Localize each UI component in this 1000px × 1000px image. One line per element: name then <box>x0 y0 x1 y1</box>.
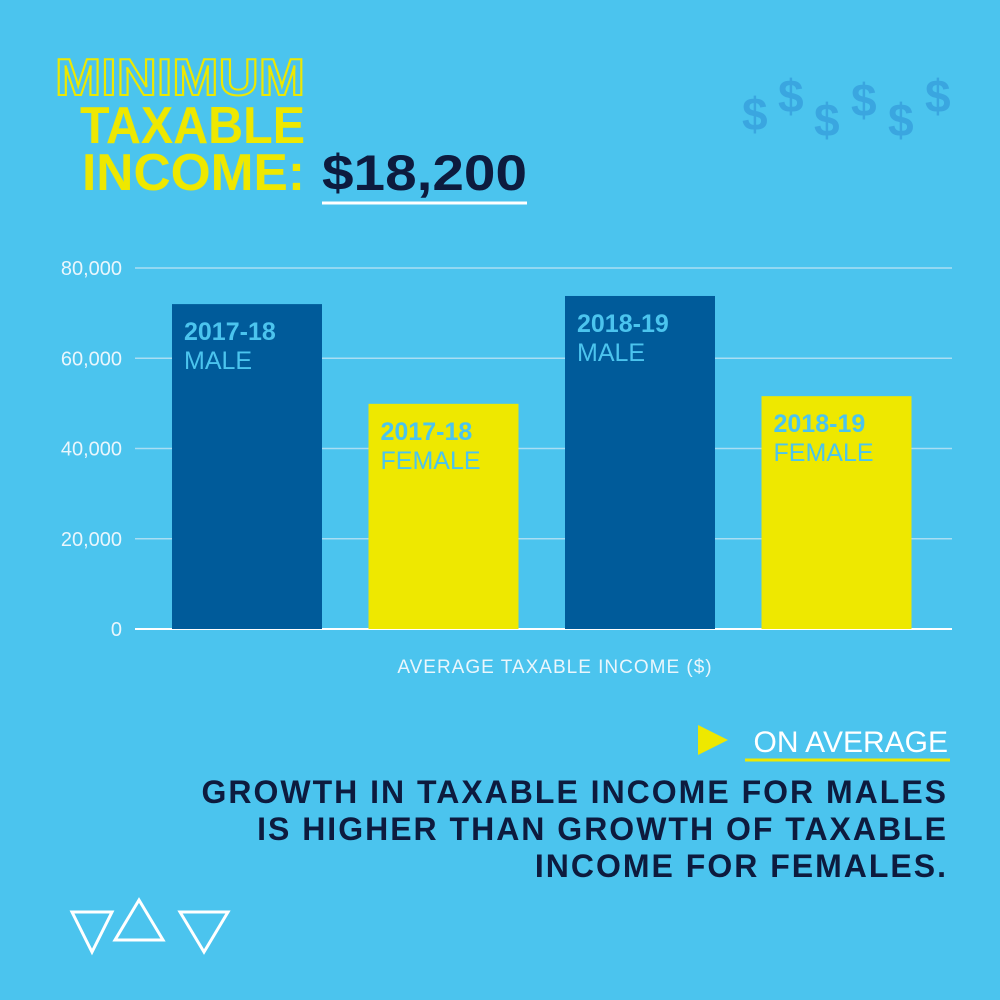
bar-label: 2018-19 <box>774 410 866 438</box>
bar-label: 2017-18 <box>184 318 276 346</box>
y-tick-label: 0 <box>111 619 122 641</box>
bar-label: 2017-18 <box>381 418 473 446</box>
callout-text: GROWTH IN TAXABLE INCOME FOR MALES <box>202 774 948 810</box>
bar <box>172 304 322 629</box>
bar-label: FEMALE <box>774 439 874 467</box>
callout-text: INCOME FOR FEMALES. <box>535 848 948 884</box>
y-tick-label: 40,000 <box>61 439 122 461</box>
y-tick-label: 80,000 <box>61 258 122 280</box>
y-tick-label: 20,000 <box>61 529 122 551</box>
callout-label: ON AVERAGE <box>753 726 948 759</box>
svg-text:$: $ <box>778 70 804 122</box>
chart: 020,00040,00060,00080,0002017-18MALE2017… <box>61 258 952 641</box>
title-line: INCOME: <box>82 144 305 202</box>
bar <box>565 295 715 629</box>
amount: $18,200 <box>322 145 527 201</box>
svg-text:$: $ <box>888 94 914 146</box>
svg-text:$: $ <box>814 94 840 146</box>
bar-label: 2018-19 <box>577 310 669 338</box>
callout-arrow <box>698 725 728 755</box>
bar <box>368 403 519 629</box>
title-line: MINIMUM <box>55 49 305 107</box>
triangle-decoration <box>69 897 231 956</box>
bar-label: FEMALE <box>381 447 481 475</box>
svg-text:$: $ <box>925 70 951 122</box>
svg-text:$: $ <box>851 74 877 126</box>
bar-label: MALE <box>577 339 645 367</box>
bar-label: MALE <box>184 347 252 375</box>
callout-text: IS HIGHER THAN GROWTH OF TAXABLE <box>257 811 948 847</box>
y-tick-label: 60,000 <box>61 348 122 370</box>
x-axis-label: AVERAGE TAXABLE INCOME ($) <box>397 657 712 678</box>
dollar-decoration: $ $ $ $ $ $ <box>742 70 951 146</box>
bar <box>761 396 912 629</box>
title-line: TAXABLE <box>80 97 305 155</box>
svg-text:$: $ <box>742 88 768 140</box>
